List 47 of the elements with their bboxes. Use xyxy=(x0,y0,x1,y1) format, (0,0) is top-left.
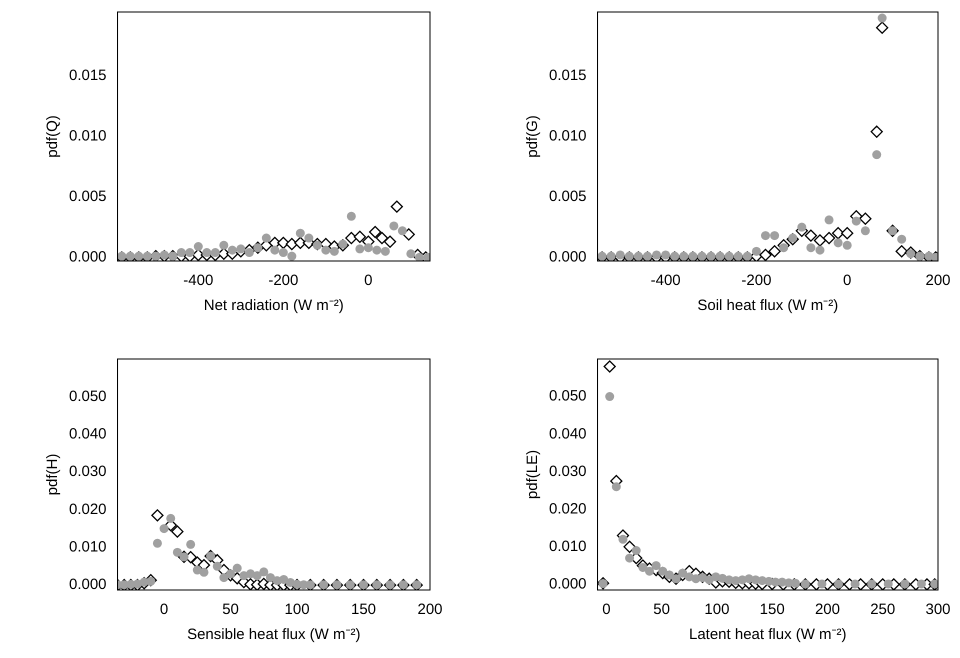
y-tick-label: 0.030 xyxy=(548,462,587,480)
y-tick-label: 0.015 xyxy=(548,67,587,84)
x-axis-title: Latent heat flux (W m⁻²) xyxy=(688,626,847,644)
x-axis-title: Sensible heat flux (W m⁻²) xyxy=(187,626,360,644)
x-tick-label: 150 xyxy=(760,601,785,618)
y-tick-label: 0.020 xyxy=(68,500,107,518)
y-tick-label: 0.050 xyxy=(68,388,107,405)
y-tick-label: 0.000 xyxy=(68,248,107,266)
y-tick-label: 0.050 xyxy=(548,388,587,405)
y-tick-label: 0.010 xyxy=(68,538,107,556)
x-axis-title: Net radiation (W m⁻²) xyxy=(204,297,344,314)
y-tick-label: 0.040 xyxy=(68,426,107,443)
y-tick-label: 0.005 xyxy=(548,188,587,206)
x-tick-label: 100 xyxy=(284,601,310,618)
y-tick-label: 0.010 xyxy=(548,128,587,145)
y-axis-title: pdf(G) xyxy=(524,115,542,158)
x-tick-label: 200 xyxy=(417,601,443,618)
y-tick-label: 0.010 xyxy=(68,128,107,145)
x-tick-label: -400 xyxy=(650,272,681,290)
x-axis-title: Soil heat flux (W m⁻²) xyxy=(697,297,838,314)
x-tick-label: 0 xyxy=(843,272,852,290)
y-tick-label: 0.000 xyxy=(548,576,587,593)
x-tick-label: 0 xyxy=(602,601,611,618)
y-tick-label: 0.005 xyxy=(68,188,107,206)
x-tick-label: 50 xyxy=(653,601,670,618)
x-tick-label: 100 xyxy=(704,601,730,618)
x-tick-label: -400 xyxy=(183,272,214,290)
x-tick-label: 50 xyxy=(222,601,239,618)
y-tick-label: 0.015 xyxy=(68,67,107,84)
y-axis-title: pdf(LE) xyxy=(524,450,542,500)
y-axis-title: pdf(Q) xyxy=(44,115,62,158)
y-tick-label: 0.000 xyxy=(68,576,107,594)
x-tick-label: -200 xyxy=(741,272,772,290)
x-tick-label: 300 xyxy=(925,601,951,618)
y-tick-label: 0.020 xyxy=(548,500,587,518)
y-tick-label: 0.030 xyxy=(68,463,107,480)
x-tick-label: 0 xyxy=(364,272,373,290)
y-tick-label: 0.000 xyxy=(548,248,587,266)
x-tick-label: -200 xyxy=(268,272,298,290)
y-axis-title: pdf(H) xyxy=(44,454,62,496)
x-tick-label: 200 xyxy=(925,272,951,290)
y-tick-label: 0.010 xyxy=(548,538,587,555)
x-tick-label: 250 xyxy=(870,601,896,618)
x-tick-label: 200 xyxy=(814,601,840,618)
x-tick-label: 0 xyxy=(160,601,168,618)
x-tick-label: 150 xyxy=(351,601,376,618)
y-tick-label: 0.040 xyxy=(548,425,587,442)
